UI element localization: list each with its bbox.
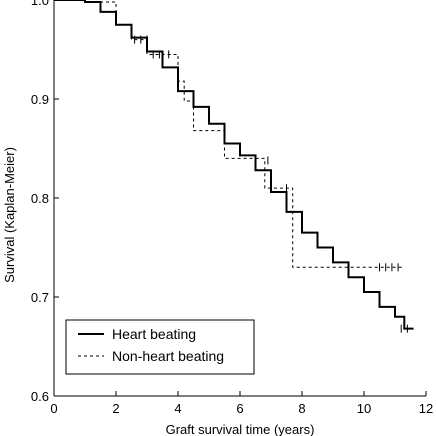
x-tick-label-0: 0 (50, 401, 57, 416)
y-tick-label-3: 0.9 (31, 92, 49, 107)
y-tick-label-4: 1.0 (31, 0, 49, 8)
x-tick-label-5: 10 (357, 401, 371, 416)
x-tick-label-6: 12 (419, 401, 433, 416)
legend-box (65, 319, 255, 375)
series-heart-beating-line (54, 0, 414, 330)
y-tick-label-0: 0.6 (31, 389, 49, 404)
x-axis-ticks: 0 2 4 6 8 10 12 (50, 391, 433, 416)
y-axis-label: Survival (Kaplan-Meier) (2, 147, 17, 283)
plot-area (54, 0, 414, 333)
y-tick-label-2: 0.8 (31, 191, 49, 206)
x-axis-label: Graft survival time (years) (166, 422, 315, 436)
x-tick-label-1: 2 (112, 401, 119, 416)
series-non-heart-beating-line (54, 0, 405, 268)
y-axis-ticks: 0.6 0.7 0.8 0.9 1.0 (31, 0, 59, 404)
x-tick-label-3: 6 (236, 401, 243, 416)
legend: Heart beating Non-heart beating (65, 319, 255, 375)
x-tick-label-2: 4 (174, 401, 181, 416)
legend-label-non-heart-beating: Non-heart beating (112, 348, 224, 364)
y-tick-label-1: 0.7 (31, 290, 49, 305)
legend-label-heart-beating: Heart beating (112, 326, 196, 342)
x-tick-label-4: 8 (298, 401, 305, 416)
